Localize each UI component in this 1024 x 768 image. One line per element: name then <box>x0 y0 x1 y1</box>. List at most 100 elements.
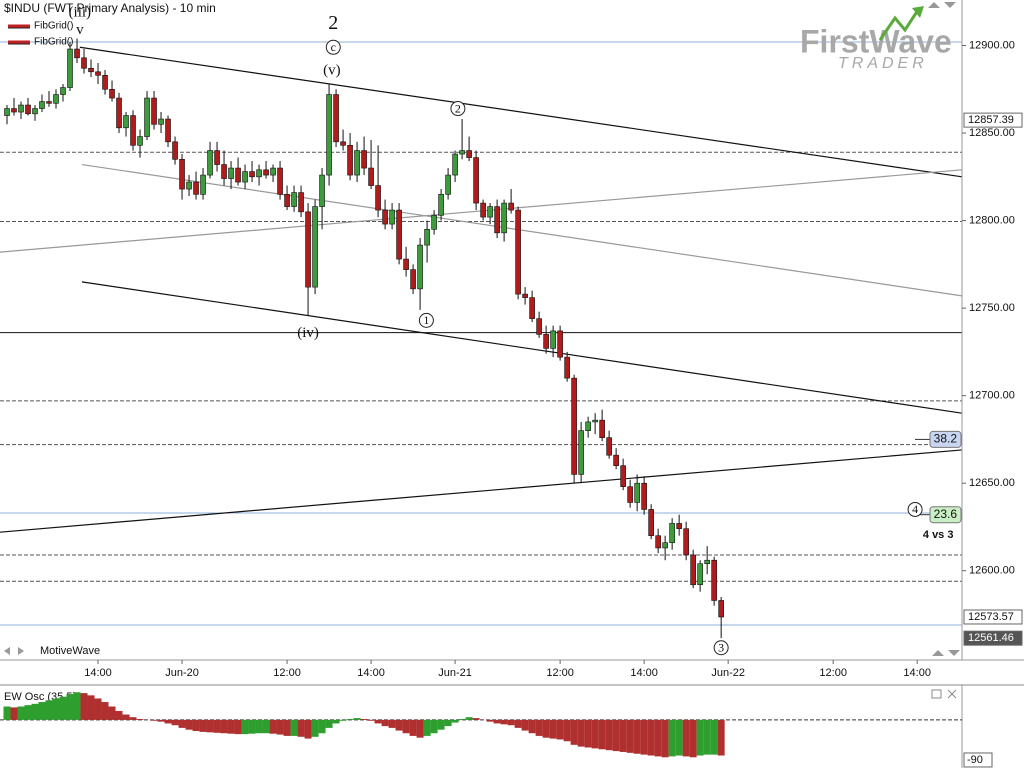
footer-brand: MotiveWave <box>40 645 100 657</box>
candle-body <box>655 535 661 549</box>
price-marker <box>963 630 1023 646</box>
candle-body <box>606 437 612 456</box>
nav-icons[interactable] <box>4 2 960 656</box>
osc-bar <box>437 719 445 730</box>
candle-body <box>270 167 276 176</box>
candle-body <box>312 206 318 288</box>
fib-tag <box>929 506 962 524</box>
osc-bar <box>542 719 550 738</box>
x-tick-label: 14:00 <box>903 667 931 679</box>
osc-bar <box>178 719 186 728</box>
osc-bar <box>304 719 312 739</box>
candle-body <box>382 209 388 225</box>
candle-body <box>375 185 381 211</box>
x-tick-label: 14:00 <box>630 667 658 679</box>
osc-bar <box>171 719 179 726</box>
candle-body <box>690 554 696 586</box>
osc-bar <box>710 719 718 755</box>
osc-bar <box>444 719 452 727</box>
candle-body <box>193 181 199 195</box>
wave-label: (iii) <box>69 5 92 21</box>
panel-maximize[interactable] <box>931 689 942 699</box>
panel-close[interactable] <box>947 689 957 699</box>
osc-bar <box>269 719 277 734</box>
x-tick-label: 12:00 <box>546 667 574 679</box>
candle-body <box>697 563 703 586</box>
candle-body <box>648 509 654 537</box>
candle-body <box>410 269 416 290</box>
osc-bar <box>472 718 480 720</box>
y-tick-label: 12700.00 <box>969 390 1015 402</box>
osc-bar <box>332 719 340 724</box>
candle-body <box>718 600 724 618</box>
osc-bar <box>101 702 109 720</box>
osc-bar <box>367 719 375 721</box>
osc-bar <box>549 719 557 739</box>
osc-bar <box>66 694 74 720</box>
candle-body <box>4 108 10 116</box>
candle-body <box>179 159 185 190</box>
candle-body <box>60 87 66 95</box>
candle-body <box>515 209 521 295</box>
scroll-up[interactable] <box>932 650 944 656</box>
candle-body <box>291 192 297 207</box>
osc-bar <box>227 719 235 734</box>
osc-bar <box>353 718 361 720</box>
x-tick-label: 14:00 <box>357 667 385 679</box>
osc-bar <box>374 719 382 724</box>
osc-bar <box>38 702 46 720</box>
osc-bar <box>283 719 291 736</box>
wave-label: 3 <box>718 640 724 654</box>
price-marker <box>963 609 1023 625</box>
candle-body <box>347 145 353 176</box>
osc-bar <box>45 700 53 720</box>
candle-body <box>550 330 556 349</box>
wave-label: 4 vs 3 <box>923 529 954 541</box>
candle-body <box>403 258 409 270</box>
osc-bar <box>241 719 249 735</box>
candle-body <box>417 244 423 290</box>
osc-bar <box>451 719 459 723</box>
osc-bar <box>619 719 627 752</box>
wave-label: (iv) <box>297 325 319 341</box>
osc-bar <box>682 719 690 757</box>
osc-bar <box>325 719 333 728</box>
osc-bar <box>234 719 242 735</box>
y-tick-label: 12900.00 <box>969 39 1015 51</box>
candle-body <box>368 167 374 186</box>
scroll-down[interactable] <box>948 650 960 656</box>
osc-bar <box>689 719 697 758</box>
osc-bar <box>360 718 368 720</box>
wave-circle <box>450 101 466 117</box>
osc-bar <box>10 707 18 720</box>
osc-bar <box>59 696 67 720</box>
osc-bar <box>416 719 424 738</box>
candle-body <box>172 141 178 160</box>
candle-body <box>529 297 535 319</box>
wave-label: 1 <box>423 313 429 327</box>
osc-bar <box>514 719 522 728</box>
candle-body <box>578 430 584 475</box>
candle-body <box>431 215 437 230</box>
scroll-left[interactable] <box>4 647 10 655</box>
scroll-up[interactable] <box>928 2 940 8</box>
osc-tick-label: -90 <box>967 754 983 766</box>
trend-line <box>81 281 963 414</box>
candle-body <box>256 169 262 178</box>
x-tick-label: 14:00 <box>84 667 112 679</box>
osc-bar <box>199 719 207 732</box>
candle-body <box>46 101 52 104</box>
candle-body <box>130 115 136 146</box>
x-tick-label: 12:00 <box>273 667 301 679</box>
osc-bar <box>164 719 172 724</box>
scroll-right[interactable] <box>18 647 24 655</box>
candle-body <box>298 192 304 213</box>
osc-bar <box>402 719 410 734</box>
candle-body <box>214 150 220 165</box>
osc-bar <box>31 703 39 720</box>
candle-body <box>683 528 689 556</box>
scroll-down[interactable] <box>944 2 956 8</box>
y-tick-label: 12600.00 <box>969 565 1015 577</box>
candle-body <box>620 465 626 487</box>
candle-body <box>662 542 668 549</box>
